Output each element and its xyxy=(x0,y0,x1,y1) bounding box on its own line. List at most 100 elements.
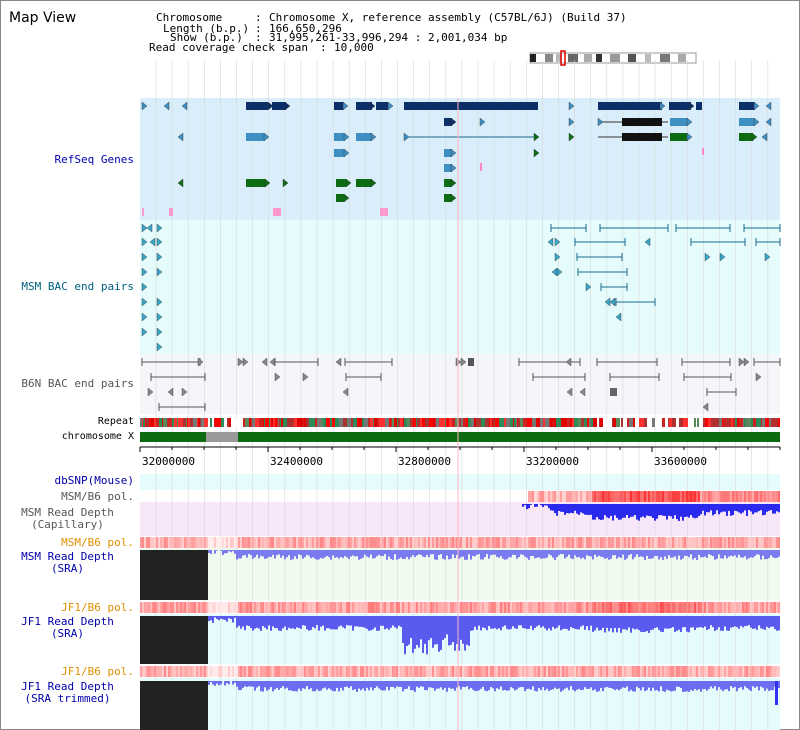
pol-cell xyxy=(264,666,266,677)
pol-cell xyxy=(510,537,512,548)
pol-cell xyxy=(554,666,556,677)
repeat-element xyxy=(315,418,317,427)
pol-cell xyxy=(422,666,424,677)
depth-bar xyxy=(496,616,498,630)
depth-bar xyxy=(770,616,772,627)
depth-bar xyxy=(650,616,652,631)
track-label-chromosome[interactable]: chromosome X xyxy=(61,431,134,442)
pol-cell xyxy=(658,666,660,677)
depth-bar xyxy=(568,504,570,514)
pol-cell xyxy=(232,602,234,613)
pol-cell xyxy=(606,537,608,548)
track-label-jf1-b6-pol2[interactable]: JF1/B6 pol. xyxy=(61,665,134,678)
repeat-element xyxy=(140,418,142,427)
feature-arrow xyxy=(761,132,768,142)
depth-bar xyxy=(252,616,254,631)
pol-cell xyxy=(424,666,426,677)
depth-bar xyxy=(294,550,296,557)
depth-bar xyxy=(540,550,542,559)
pol-cell xyxy=(776,666,778,677)
track-label-msm-bac[interactable]: MSM BAC end pairs xyxy=(21,280,134,293)
depth-bar xyxy=(750,616,752,628)
depth-bar xyxy=(596,616,598,628)
repeat-element xyxy=(489,418,490,427)
msm-depth-cap-track[interactable] xyxy=(522,504,780,521)
repeat-element xyxy=(633,418,635,427)
track-label-dbsnp[interactable]: dbSNP(Mouse) xyxy=(54,474,134,487)
track-label-b6n-bac[interactable]: B6N BAC end pairs xyxy=(21,377,134,390)
pol-cell xyxy=(592,491,594,502)
b6n-bac-features[interactable] xyxy=(141,357,781,412)
track-label-jf1-depth-trim[interactable]: JF1 Read Depth (SRA trimmed) xyxy=(0,681,135,705)
repeat-element xyxy=(683,418,687,427)
repeat-track[interactable] xyxy=(140,418,780,427)
pol-cell xyxy=(610,537,612,548)
feature-arrow xyxy=(335,357,342,367)
jf1-b6-pol2-track[interactable] xyxy=(140,666,780,677)
pol-cell xyxy=(736,602,738,613)
depth-bar xyxy=(608,681,610,688)
msm-depth-sra-track[interactable] xyxy=(208,550,780,560)
pol-cell xyxy=(610,491,612,502)
jf1-depth-trim-track[interactable] xyxy=(208,681,780,705)
track-label-msm-b6-pol2[interactable]: MSM/B6 pol. xyxy=(61,536,134,549)
track-label-msm-b6-pol[interactable]: MSM/B6 pol. xyxy=(61,490,134,503)
pol-cell xyxy=(566,666,568,677)
pol-cell xyxy=(748,537,750,548)
pol-cell xyxy=(442,602,444,613)
pol-cell xyxy=(234,537,236,548)
track-label-jf1-depth-sra[interactable]: JF1 Read Depth (SRA) xyxy=(0,616,135,640)
depth-bar xyxy=(244,681,246,687)
depth-bar xyxy=(718,681,720,688)
pol-cell xyxy=(226,602,228,613)
dbsnp-track-bg xyxy=(140,474,780,490)
refseq-features[interactable] xyxy=(141,101,772,216)
depth-bar xyxy=(758,681,760,691)
jf1-b6-pol-track[interactable] xyxy=(140,602,780,613)
pol-cell xyxy=(706,602,708,613)
pol-cell xyxy=(426,537,428,548)
depth-bar xyxy=(270,550,272,558)
track-label-repeat[interactable]: Repeat xyxy=(97,416,134,427)
msm-b6-pol-track[interactable] xyxy=(528,491,780,502)
depth-bar xyxy=(674,681,676,691)
depth-bar xyxy=(616,616,618,633)
depth-bar xyxy=(754,504,756,513)
pol-cell xyxy=(596,537,598,548)
pol-cell xyxy=(636,602,638,613)
pol-cell xyxy=(182,666,184,677)
track-label-jf1-b6-pol[interactable]: JF1/B6 pol. xyxy=(61,601,134,614)
repeat-element xyxy=(672,418,676,427)
gene-marker xyxy=(480,163,482,171)
jf1-depth-sra-track[interactable] xyxy=(208,616,780,655)
pol-cell xyxy=(670,537,672,548)
track-label-refseq[interactable]: RefSeq Genes xyxy=(54,153,134,166)
depth-bar xyxy=(586,616,588,627)
msm-b6-pol2-track[interactable] xyxy=(140,537,780,548)
depth-bar xyxy=(354,616,356,627)
pol-cell xyxy=(618,666,620,677)
depth-bar xyxy=(708,504,710,513)
chromosome-ideogram[interactable] xyxy=(529,50,697,66)
pol-cell xyxy=(724,666,726,677)
msm-bac-features[interactable] xyxy=(141,223,781,352)
pol-cell xyxy=(396,537,398,548)
repeat-element xyxy=(416,418,417,427)
track-label-msm-depth-cap[interactable]: MSM Read Depth (Capillary) xyxy=(0,507,135,531)
pol-cell xyxy=(606,602,608,613)
track-label-msm-depth-sra[interactable]: MSM Read Depth (SRA) xyxy=(0,551,135,575)
chromosome-label: Chromosome xyxy=(156,11,223,24)
depth-bar xyxy=(712,504,714,516)
pol-cell xyxy=(754,537,756,548)
repeat-element xyxy=(419,418,420,427)
pol-cell xyxy=(708,491,710,502)
pol-cell xyxy=(256,602,258,613)
depth-bar xyxy=(770,681,772,691)
pol-cell xyxy=(652,666,654,677)
depth-bar xyxy=(346,681,348,687)
depth-bar xyxy=(260,616,262,631)
depth-bar xyxy=(524,550,526,557)
chromosome-bar[interactable] xyxy=(140,432,780,442)
depth-bar xyxy=(374,681,376,689)
